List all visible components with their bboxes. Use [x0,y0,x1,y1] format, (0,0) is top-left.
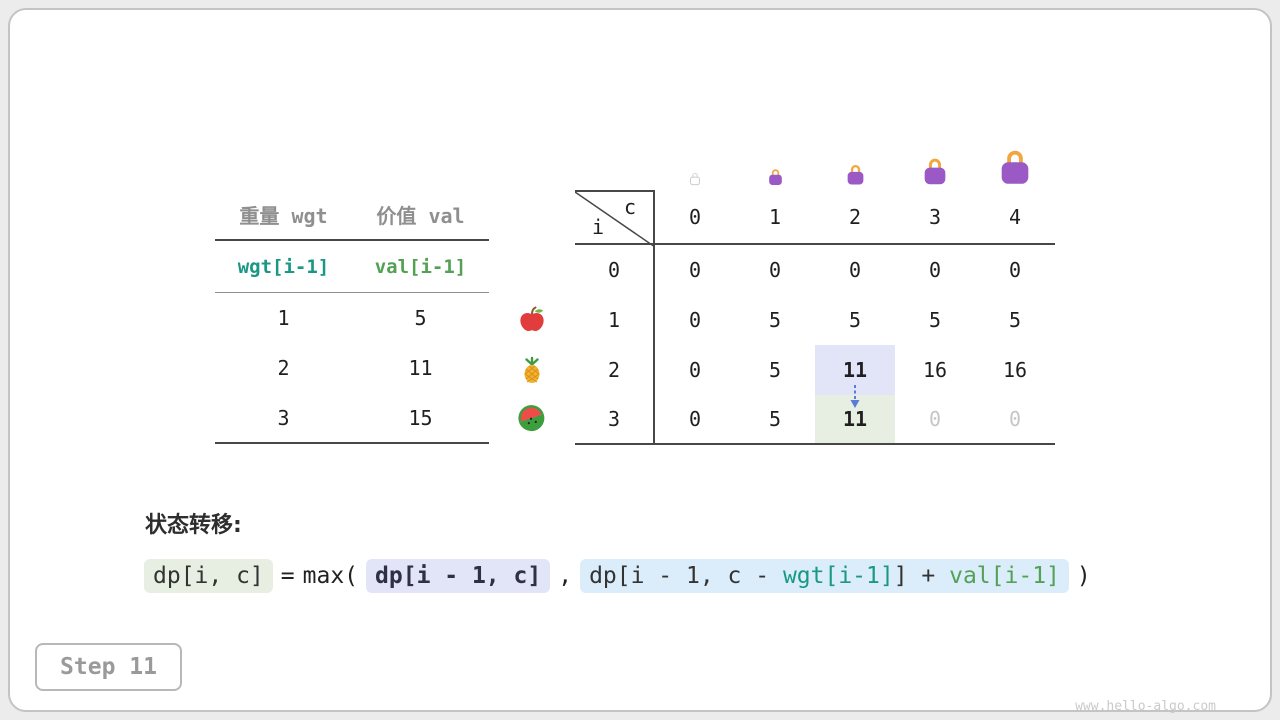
dp-col-header: 0 [655,190,735,245]
value-value: 5 [414,306,427,330]
dp-cell: 5 [848,308,862,332]
bag-icon-capacity-1 [735,126,815,186]
dp-cell: 16 [922,358,948,382]
figure-frame [8,8,1272,712]
dp-col-header: 3 [895,190,975,245]
bag-icon-capacity-2 [815,126,895,186]
dp-cell: 5 [768,358,782,382]
dp-cell: 5 [928,308,942,332]
dp-row-label: 3 [575,395,655,445]
weights-table-header-row: 重量 wgt 价值 val [215,189,489,241]
formula-comma: , [558,563,573,589]
formula-arg2-text: dp[i - 1, c - [589,563,783,589]
row-variable-label: i [592,215,605,239]
formula-arg2-text: ] + [893,563,950,589]
bag-icon-capacity-4 [975,126,1055,186]
formula-equals: = [280,563,295,589]
dp-col-header: 1 [735,190,815,245]
dp-cell: 16 [1002,358,1028,382]
dp-cell: 0 [975,395,1055,445]
capacity-bags [655,126,1055,186]
dp-corner-cell: c i [575,190,655,247]
formula-close-paren: ) [1076,563,1091,589]
dp-col-header: 4 [975,190,1055,245]
dp-cell: 5 [735,395,815,445]
item-icons [512,295,552,445]
step-badge: Step 11 [35,643,182,691]
transition-arrow-icon [850,385,860,408]
formula-arg2-wgt: wgt[i-1] [782,563,894,589]
dp-cell: 0 [688,358,702,382]
wgt-index-label: wgt[i-1] [237,255,330,278]
dp-cell: 5 [768,308,782,332]
dp-row-label: 1 [575,295,655,345]
dp-cell: 0 [895,395,975,445]
dp-cell: 0 [655,395,735,445]
bag-icon-capacity-3 [895,126,975,186]
transition-formula: dp[i, c] = max( dp[i - 1, c] , dp[i - 1,… [144,559,1091,593]
dp-row-label: 2 [575,345,655,395]
dp-row-label: 0 [575,245,655,295]
watermark: www.hello-algo.com [1075,699,1216,714]
bag-icon-capacity-0 [655,126,735,186]
formula-arg2-val: val[i-1] [949,563,1060,589]
dp-cell: 0 [768,258,782,282]
dp-cell: 0 [848,258,862,282]
val-index-label: val[i-1] [374,255,467,278]
dp-table: c i 0 1 2 3 4 0 0 0 0 0 0 1 0 5 5 5 5 2 … [575,190,1055,445]
weights-index-row: wgt[i-1] val[i-1] [215,241,489,293]
value-column-header: 价值 val [376,203,465,228]
weight-value: 3 [277,405,290,430]
formula-lhs: dp[i, c] [144,559,273,593]
formula-arg1: dp[i - 1, c] [366,559,551,593]
dp-col-header: 2 [815,190,895,245]
weight-column-header: 重量 wgt [239,203,328,228]
formula-arg2: dp[i - 1, c - wgt[i-1]] + val[i-1] [580,559,1069,593]
dp-cell: 0 [688,308,702,332]
weights-table: 重量 wgt 价值 val wgt[i-1] val[i-1] 1 5 2 11… [215,189,489,444]
formula-max-open: max( [302,563,359,589]
watermelon-icon [512,395,552,445]
dp-cell: 5 [1008,308,1022,332]
pineapple-icon [512,345,552,395]
table-row: 3 15 [215,393,489,444]
weight-value: 2 [277,356,290,380]
table-row: 1 5 [215,293,489,343]
dp-cell: 0 [928,258,942,282]
dp-cell: 0 [1008,258,1022,282]
value-value: 15 [408,405,433,430]
transition-title: 状态转移: [145,513,242,538]
col-variable-label: c [623,195,636,219]
value-value: 11 [408,356,433,380]
weight-value: 1 [277,306,290,330]
table-row: 2 11 [215,343,489,393]
dp-cell: 0 [688,258,702,282]
apple-icon [512,295,552,345]
